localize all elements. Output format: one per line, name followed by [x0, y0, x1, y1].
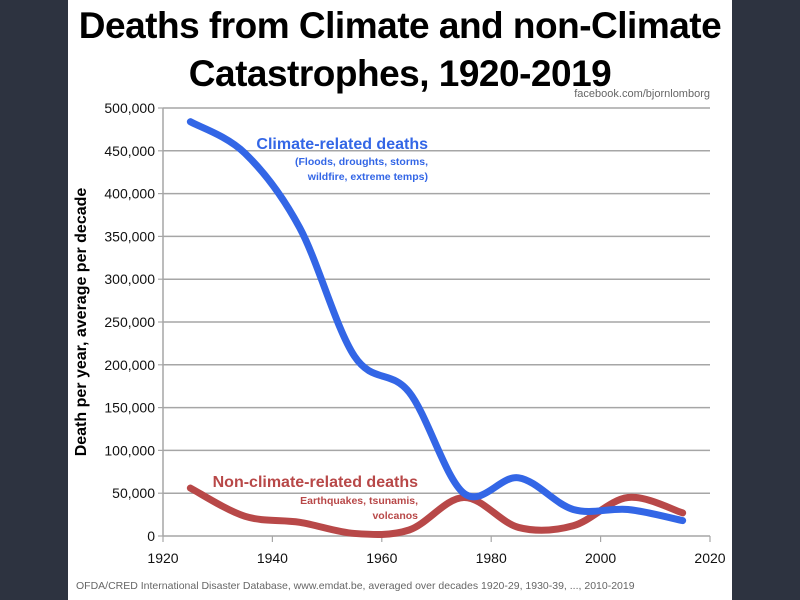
gridlines — [163, 107, 710, 494]
x-tick-label: 1920 — [147, 550, 178, 566]
series-lines — [186, 118, 687, 538]
y-tick-labels: 0 50,000 100,000 150,000 200,000 250,000 300,0… — [104, 100, 155, 544]
x-tick-label: 2020 — [694, 550, 725, 566]
y-tick-label: 350,000 — [104, 228, 155, 244]
axes — [158, 107, 711, 542]
y-tick-label: 150,000 — [104, 400, 155, 416]
source-note: OFDA/CRED International Disaster Databas… — [76, 580, 635, 592]
chart-title-line-2: Catastrophes, 1920-2019 — [188, 53, 612, 94]
y-tick-label: 200,000 — [104, 357, 155, 373]
x-tick-label: 1980 — [476, 550, 507, 566]
y-tick-label: 100,000 — [104, 442, 155, 458]
annotations: Climate-related deaths (Floods, droughts,… — [213, 136, 428, 522]
annotation-non-climate-sub-2: volcanos — [372, 510, 418, 522]
chart-title: Deaths from Climate and non-Climate Cata… — [68, 2, 732, 98]
y-tick-label: 0 — [147, 528, 155, 544]
x-tick-label: 1960 — [366, 550, 397, 566]
y-tick-label: 250,000 — [104, 314, 155, 330]
y-tick-label: 500,000 — [104, 100, 155, 116]
y-tick-label: 450,000 — [104, 143, 155, 159]
x-tick-label: 2000 — [585, 550, 616, 566]
annotation-climate-sub-2: wildfire, extreme temps) — [307, 171, 428, 183]
x-tick-label: 1940 — [257, 550, 288, 566]
annotation-non-climate: Non-climate-related deaths — [213, 474, 418, 491]
annotation-climate: Climate-related deaths — [256, 136, 428, 153]
annotation-non-climate-sub-1: Earthquakes, tsunamis, — [300, 495, 418, 507]
credit-text: facebook.com/bjornlomborg — [574, 88, 710, 100]
x-tick-labels: 1920 1940 1960 1980 2000 2020 — [147, 550, 725, 566]
y-tick-label: 50,000 — [112, 485, 155, 501]
series-line-climate — [186, 118, 687, 525]
y-tick-label: 300,000 — [104, 271, 155, 287]
annotation-climate-sub-1: (Floods, droughts, storms, — [295, 156, 428, 168]
chart-title-line-1: Deaths from Climate and non-Climate — [78, 5, 722, 46]
y-tick-label: 400,000 — [104, 186, 155, 202]
